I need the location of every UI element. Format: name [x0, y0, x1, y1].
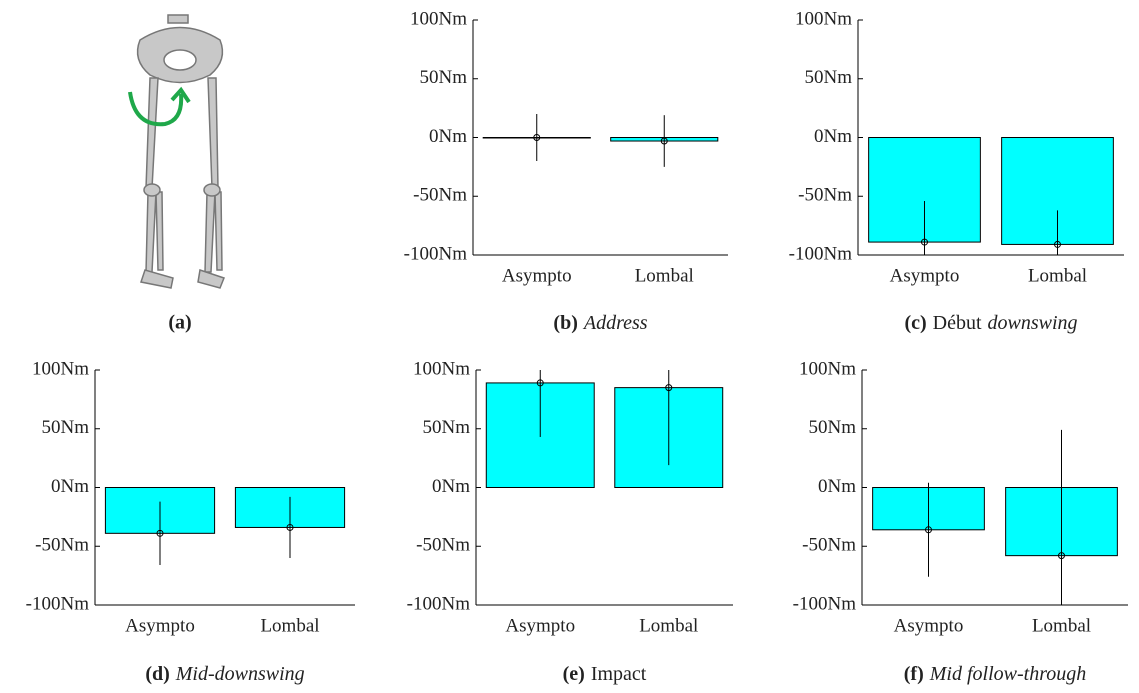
y-tick-label: 100Nm [413, 358, 470, 379]
y-tick-label: 100Nm [32, 358, 89, 379]
caption: (b) Address [553, 312, 647, 334]
mean-marker [660, 137, 668, 145]
y-tick-label: -100Nm [789, 243, 853, 264]
y-tick-label: -100Nm [404, 243, 468, 264]
mean-marker [665, 384, 673, 392]
caption-title-italic: downswing [988, 312, 1078, 334]
plot-area [482, 114, 719, 167]
y-tick-label: -100Nm [26, 593, 90, 614]
caption-label: (a) [168, 312, 191, 334]
caption: (e) Impact [563, 663, 647, 685]
y-tick-label: 50Nm [420, 67, 468, 88]
x-tick-label: Lombal [639, 615, 698, 636]
chart-panel: Asympto Lombal -100Nm -50Nm 0Nm 50Nm 100Nm (e) I… [407, 358, 733, 685]
x-tick-label: Asympto [890, 265, 960, 286]
rotation-arrow [128, 86, 191, 127]
caption-title: Début [933, 312, 982, 334]
mean-marker [925, 526, 932, 534]
caption-label: (d) [145, 663, 169, 685]
mean-marker [921, 238, 928, 246]
mean-marker [286, 523, 294, 531]
chart-panel: Asympto Lombal -100Nm -50Nm 0Nm 50Nm 100Nm (c) D… [789, 8, 1124, 334]
y-tick-label: -50Nm [798, 185, 852, 206]
y-tick-label: 0Nm [818, 476, 856, 497]
mean-marker [536, 379, 544, 387]
y-tick-label: 50Nm [805, 67, 853, 88]
y-tick-label: -100Nm [793, 593, 857, 614]
x-tick-label: Lombal [1032, 615, 1091, 636]
y-tick-label: 50Nm [423, 417, 471, 438]
caption-title-italic: Mid-downswing [175, 663, 305, 685]
plot-area [872, 429, 1118, 605]
x-tick-label: Lombal [635, 265, 694, 286]
caption-label: (f) [904, 663, 924, 685]
x-tick-label: Asympto [505, 615, 575, 636]
caption-title-italic: Mid follow-through [929, 663, 1086, 685]
mean-marker [1058, 552, 1065, 560]
caption-title-italic: Address [582, 312, 648, 334]
mean-marker [533, 134, 541, 141]
y-tick-label: 100Nm [799, 358, 856, 379]
y-tick-label: -50Nm [35, 535, 89, 556]
mean-marker [1054, 240, 1061, 248]
caption-label: (c) [904, 312, 926, 334]
caption: (f) Mid follow-through [904, 663, 1086, 685]
caption: (d) Mid-downswing [145, 663, 304, 685]
plot-area [485, 370, 724, 488]
caption-label: (e) [563, 663, 585, 685]
y-tick-label: -50Nm [802, 535, 856, 556]
chart-panel: Asympto Lombal -100Nm -50Nm 0Nm 50Nm 100Nm (f) M… [793, 358, 1128, 685]
chart-panel: Asympto Lombal -100Nm -50Nm 0Nm 50Nm 100Nm (b) A… [404, 8, 728, 334]
y-tick-label: 50Nm [809, 417, 857, 438]
skeleton-illustration [136, 14, 225, 289]
x-tick-label: Asympto [894, 615, 964, 636]
y-tick-label: -50Nm [413, 185, 467, 206]
x-tick-label: Asympto [502, 265, 572, 286]
x-tick-label: Lombal [1028, 265, 1087, 286]
y-tick-label: 0Nm [51, 476, 89, 497]
chart-panel: Asympto Lombal -100Nm -50Nm 0Nm 50Nm 100Nm (d) M… [26, 358, 355, 685]
y-tick-label: -100Nm [407, 593, 471, 614]
plot-area [868, 137, 1114, 255]
caption-label: (b) [553, 312, 577, 334]
y-tick-label: 0Nm [814, 126, 852, 147]
y-tick-label: 100Nm [410, 8, 467, 29]
y-tick-label: 50Nm [42, 417, 90, 438]
caption: (c) Début downswing [904, 312, 1077, 334]
y-tick-label: 0Nm [429, 126, 467, 147]
y-tick-label: 100Nm [795, 8, 852, 29]
x-tick-label: Lombal [260, 615, 319, 636]
y-tick-label: -50Nm [416, 535, 470, 556]
plot-area [104, 487, 346, 566]
y-tick-label: 0Nm [432, 476, 470, 497]
x-tick-label: Asympto [125, 615, 195, 636]
mean-marker [156, 529, 164, 537]
caption-title: Impact [591, 663, 647, 685]
